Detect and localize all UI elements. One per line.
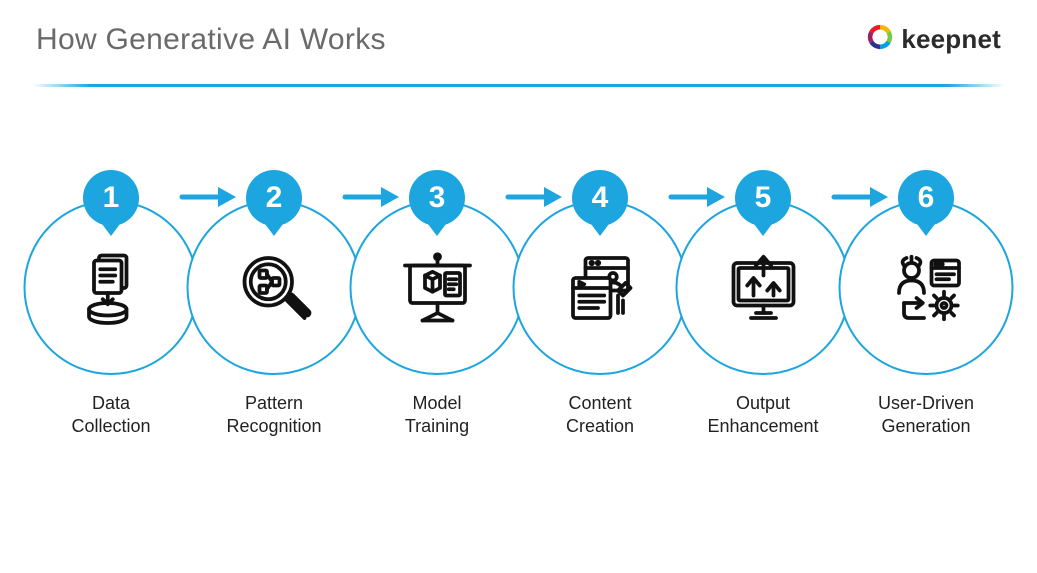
- step-1: 1 Data Collection: [22, 170, 200, 430]
- header-divider: [32, 84, 1005, 87]
- flow-arrow-icon: [341, 182, 401, 212]
- presentation-cube-icon: [397, 248, 477, 328]
- user-gear-loop-icon: [886, 248, 966, 328]
- brand-logo: keepnet: [865, 22, 1001, 57]
- database-documents-icon: [71, 248, 151, 328]
- magnifier-nodes-icon: [234, 248, 314, 328]
- flow-arrow-icon: [504, 182, 564, 212]
- step-badge: 4: [572, 170, 628, 226]
- keepnet-logo-icon: [865, 22, 895, 57]
- monitor-arrows-up-icon: [723, 248, 803, 328]
- step-label: User-Driven Generation: [846, 392, 1006, 437]
- header: How Generative AI Works keepnet: [0, 22, 1037, 57]
- step-badge: 3: [409, 170, 465, 226]
- flow-arrow-icon: [178, 182, 238, 212]
- step-label: Pattern Recognition: [194, 392, 354, 437]
- step-badge: 6: [898, 170, 954, 226]
- page-title: How Generative AI Works: [36, 23, 386, 57]
- infographic-page: How Generative AI Works keepnet: [0, 0, 1037, 573]
- step-label: Output Enhancement: [683, 392, 843, 437]
- process-flow: 1 Data Collection: [20, 170, 1017, 430]
- flow-arrow-icon: [667, 182, 727, 212]
- step-badge: 1: [83, 170, 139, 226]
- step-badge: 5: [735, 170, 791, 226]
- flow-arrow-icon: [830, 182, 890, 212]
- step-badge: 2: [246, 170, 302, 226]
- brand-name: keepnet: [901, 24, 1001, 55]
- step-label: Content Creation: [520, 392, 680, 437]
- content-windows-icon: [560, 248, 640, 328]
- step-label: Data Collection: [31, 392, 191, 437]
- step-label: Model Training: [357, 392, 517, 437]
